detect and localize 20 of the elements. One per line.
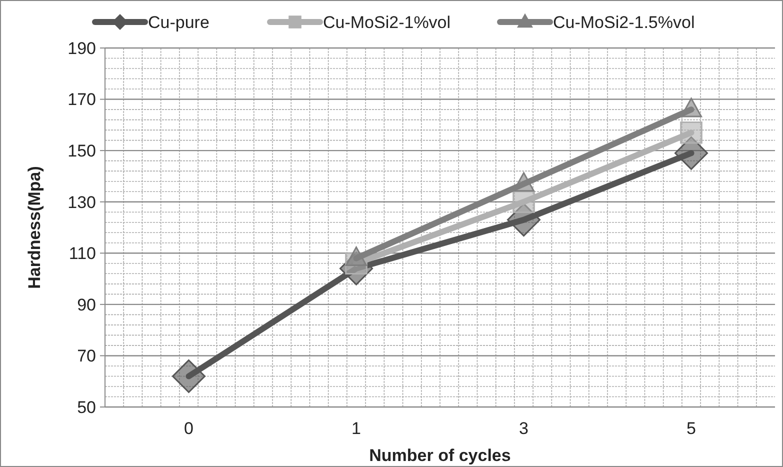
x-tick-label: 1	[352, 419, 361, 438]
legend-label: Cu-MoSi2-1%vol	[323, 12, 451, 32]
y-tick-label: 190	[68, 38, 96, 58]
y-tick-label: 90	[77, 295, 96, 314]
y-tick-label: 110	[68, 244, 96, 264]
y-tick-label: 50	[77, 398, 96, 417]
x-tick-label: 5	[686, 419, 696, 438]
x-tick-label: 0	[184, 419, 194, 438]
point	[172, 359, 206, 393]
legend-label: Cu-pure	[148, 12, 210, 32]
y-tick-label: 150	[68, 142, 96, 161]
y-tick-label: 130	[68, 192, 96, 212]
x-axis-title: Number of cycles	[369, 446, 511, 465]
point	[512, 190, 535, 214]
legend-label: Cu-MoSi2-1.5%vol	[553, 12, 695, 32]
y-tick-label: 70	[77, 346, 96, 366]
y-axis-title: Hardness(Mpa)	[25, 166, 44, 289]
x-tick-label: 3	[519, 419, 528, 438]
point	[680, 121, 702, 144]
y-tick-label: 170	[68, 90, 96, 110]
